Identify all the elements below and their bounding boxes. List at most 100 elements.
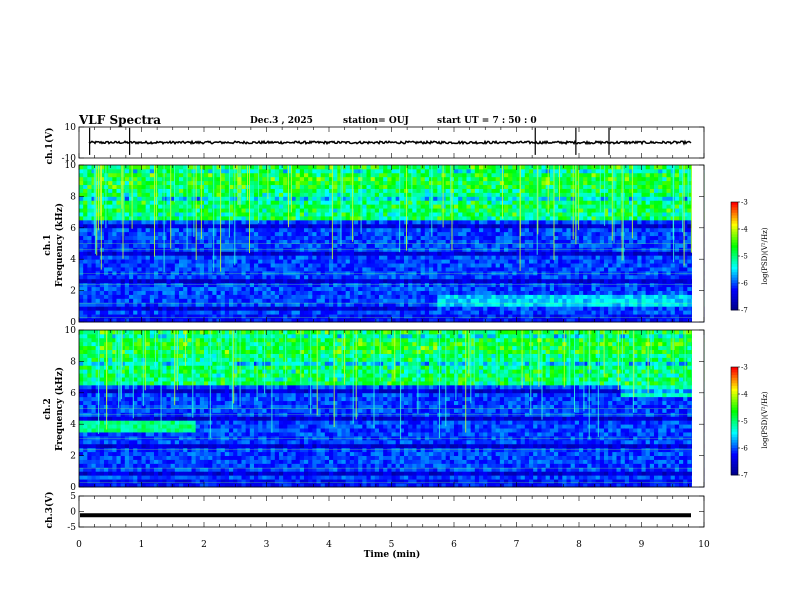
spectrogram-cell [170,227,176,233]
spectrogram-cell [362,243,367,248]
spectrogram-cell [258,235,263,240]
spectrogram-cell [274,216,280,221]
spectrogram-cell [412,298,417,303]
spectrogram-cell [208,263,213,268]
spectrogram-cell [520,219,526,225]
spectrogram-cell [499,251,505,256]
spectrogram-cell [583,294,588,299]
spectrogram-cell [524,168,530,174]
spectrogram-cell [545,227,551,233]
spectrogram-cell [387,310,392,315]
spectrogram-cell [174,267,180,272]
spectrogram-cell [516,235,522,240]
spectrogram-cell [241,223,247,229]
spectrogram-cell [354,196,359,201]
spectrogram-cell [91,298,97,303]
spectrogram-cell [445,263,451,268]
spectrogram-cell [433,235,438,240]
spectrogram-cell [116,318,122,323]
spectrogram-cell [195,172,201,178]
spectrogram-cell [462,298,467,303]
spectrogram-cell [370,219,376,225]
spectrogram-cell [241,239,247,244]
spectrogram-cell [270,168,276,174]
spectrogram-cell [383,294,388,299]
spectrogram-cell [254,168,259,174]
spectrogram-cell [437,208,442,213]
spectrogram-cell [245,314,251,319]
spectrogram-cell [395,208,401,213]
spectrogram-cell [137,219,142,225]
spectrogram-cell [104,298,109,303]
spectrogram-cell [554,219,559,225]
spectrogram-cell [224,243,230,248]
spectrogram-cell [258,239,263,244]
spectrogram-cell [324,223,330,229]
spectrogram-cell [212,278,217,284]
spectrogram-cell [308,176,313,182]
spectrogram-cell [329,294,334,299]
spectrogram-cell [329,235,334,240]
spectrogram-cell [520,235,526,240]
spectrogram-cell [441,165,447,170]
spectrogram-cell [237,314,242,319]
spectrogram-cell [320,172,326,178]
spectrogram-cell [549,165,555,170]
spectrogram-cell [266,227,272,233]
spectrogram-cell [566,263,572,268]
spectrogram-cell [441,180,447,186]
spectrogram-cell [241,216,247,221]
spectrogram-cell [279,294,284,299]
spectrogram-cell [108,219,113,225]
spectrogram-cell [212,286,217,292]
spectrogram-cell [349,267,355,272]
spectrogram-cell [287,196,292,201]
spectrogram-cell [474,180,480,186]
spectrogram-cell [308,298,313,303]
spectrogram-cell [404,282,409,288]
spectrogram-cell [341,196,347,201]
spectrogram-cell [287,243,292,248]
spectrogram-cell [508,274,513,280]
spectrogram-cell [479,290,484,295]
spectrogram-cell [549,212,555,217]
spectrogram-cell [312,165,317,170]
spectrogram-cell [537,239,542,244]
spectrogram-cell [254,204,259,209]
spectrogram-cell [587,286,592,292]
spectrogram-cell [462,263,467,268]
spectrogram-cell [116,243,122,248]
spectrogram-cell [533,278,538,284]
spectrogram-cell [437,204,442,209]
spectrogram-cell [79,278,84,284]
spectrogram-cell [304,176,309,182]
spectrogram-cell [508,302,513,307]
spectrogram-cell [174,251,180,256]
spectrogram-cell [454,176,459,182]
spectrogram-cell [179,227,184,233]
spectrogram-cell [574,212,580,217]
spectrogram-cell [491,267,497,272]
spectrogram-cell [537,263,542,268]
spectrogram-cell [95,192,101,197]
spectrogram-cell [179,278,184,284]
spectrogram-cell [320,278,326,284]
spectrogram-cell [387,200,392,205]
spectrogram-cell [520,165,526,170]
spectrogram-cell [358,290,363,295]
spectrogram-cell [229,239,234,244]
spectrogram-cell [433,208,438,213]
spectrogram-cell [395,212,401,217]
spectrogram-cell [458,239,463,244]
spectrogram-cell [358,286,363,292]
spectrogram-cell [579,251,584,256]
spectrogram-cell [504,176,509,182]
spectrogram-cell [287,227,292,233]
spectrogram-cell [79,286,84,292]
spectrogram-cell [362,282,367,288]
spectrogram-cell [387,306,392,311]
spectrogram-cell [370,176,376,182]
spectrogram-cell [404,302,409,307]
spectrogram-cell [254,176,259,182]
spectrogram-cell [566,216,572,221]
